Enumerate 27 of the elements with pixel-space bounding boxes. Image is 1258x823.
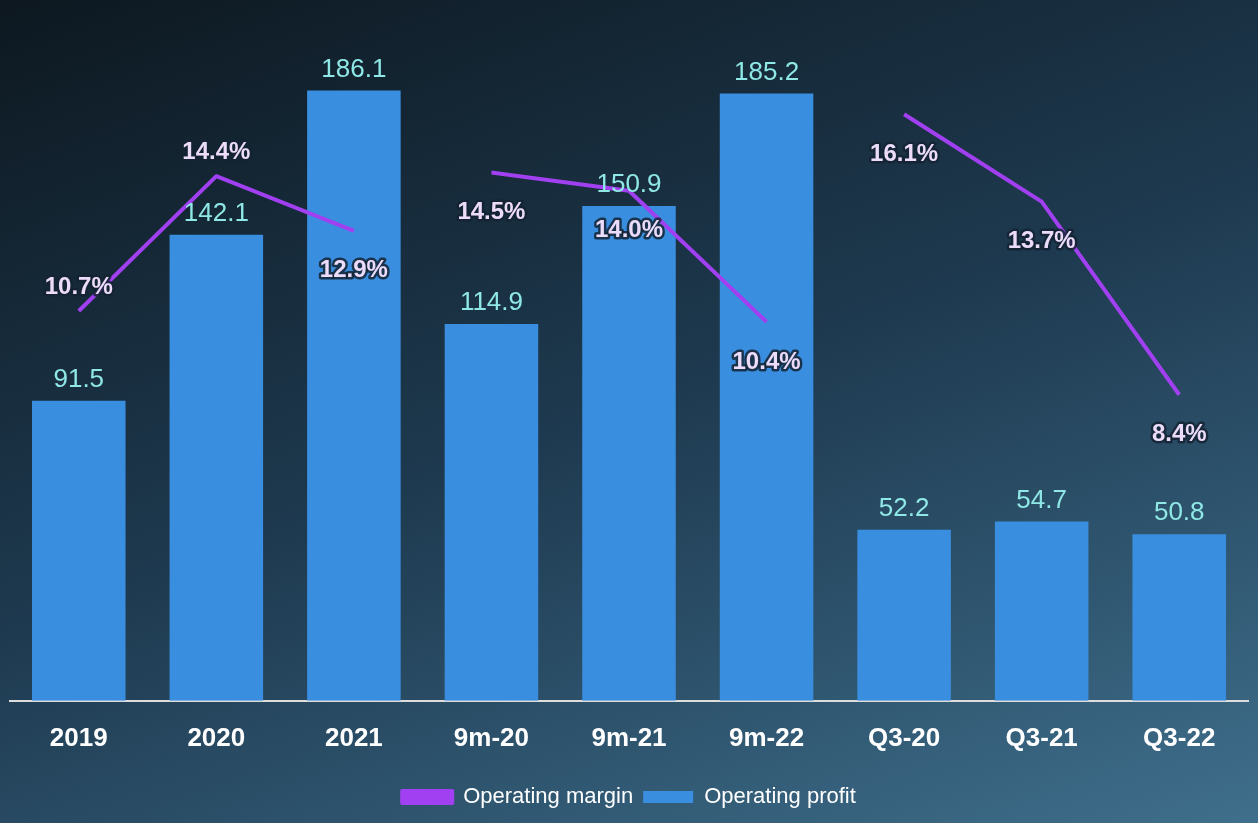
data-label: 150.9 — [596, 168, 662, 199]
data-label: 185.2 — [734, 55, 800, 86]
legend-label: Operating margin — [463, 783, 634, 809]
x-tick-label: 9m-21 — [591, 721, 667, 752]
data-label: 14.4% — [182, 136, 251, 164]
x-tick-label: Q3-20 — [867, 721, 941, 752]
x-tick-label: 2021 — [324, 721, 383, 752]
x-tick-label: Q3-21 — [1005, 721, 1078, 752]
data-label: 12.9% — [319, 255, 388, 283]
data-label: 186.1 — [321, 52, 387, 83]
data-label: 52.2 — [878, 491, 930, 522]
data-label: 54.7 — [1016, 483, 1067, 514]
data-label: 14.5% — [457, 197, 526, 225]
data-label: 142.1 — [183, 197, 249, 228]
data-label: 16.1% — [870, 138, 939, 166]
data-label: 91.5 — [53, 362, 105, 393]
data-label: 114.9 — [459, 286, 524, 317]
data-label: 14.0% — [594, 215, 664, 243]
x-tick-label: 9m-20 — [453, 721, 530, 752]
data-label: 50.8 — [1153, 496, 1205, 527]
x-tick-label: Q3-22 — [1143, 721, 1216, 752]
data-label: 10.4% — [732, 346, 801, 374]
x-tick-label: 2020 — [187, 721, 246, 752]
legend-label: Operating profit — [704, 783, 856, 809]
x-tick-label: 2019 — [49, 721, 108, 752]
data-label: 8.4% — [1151, 419, 1207, 447]
x-tick-label: 9m-22 — [728, 721, 805, 752]
